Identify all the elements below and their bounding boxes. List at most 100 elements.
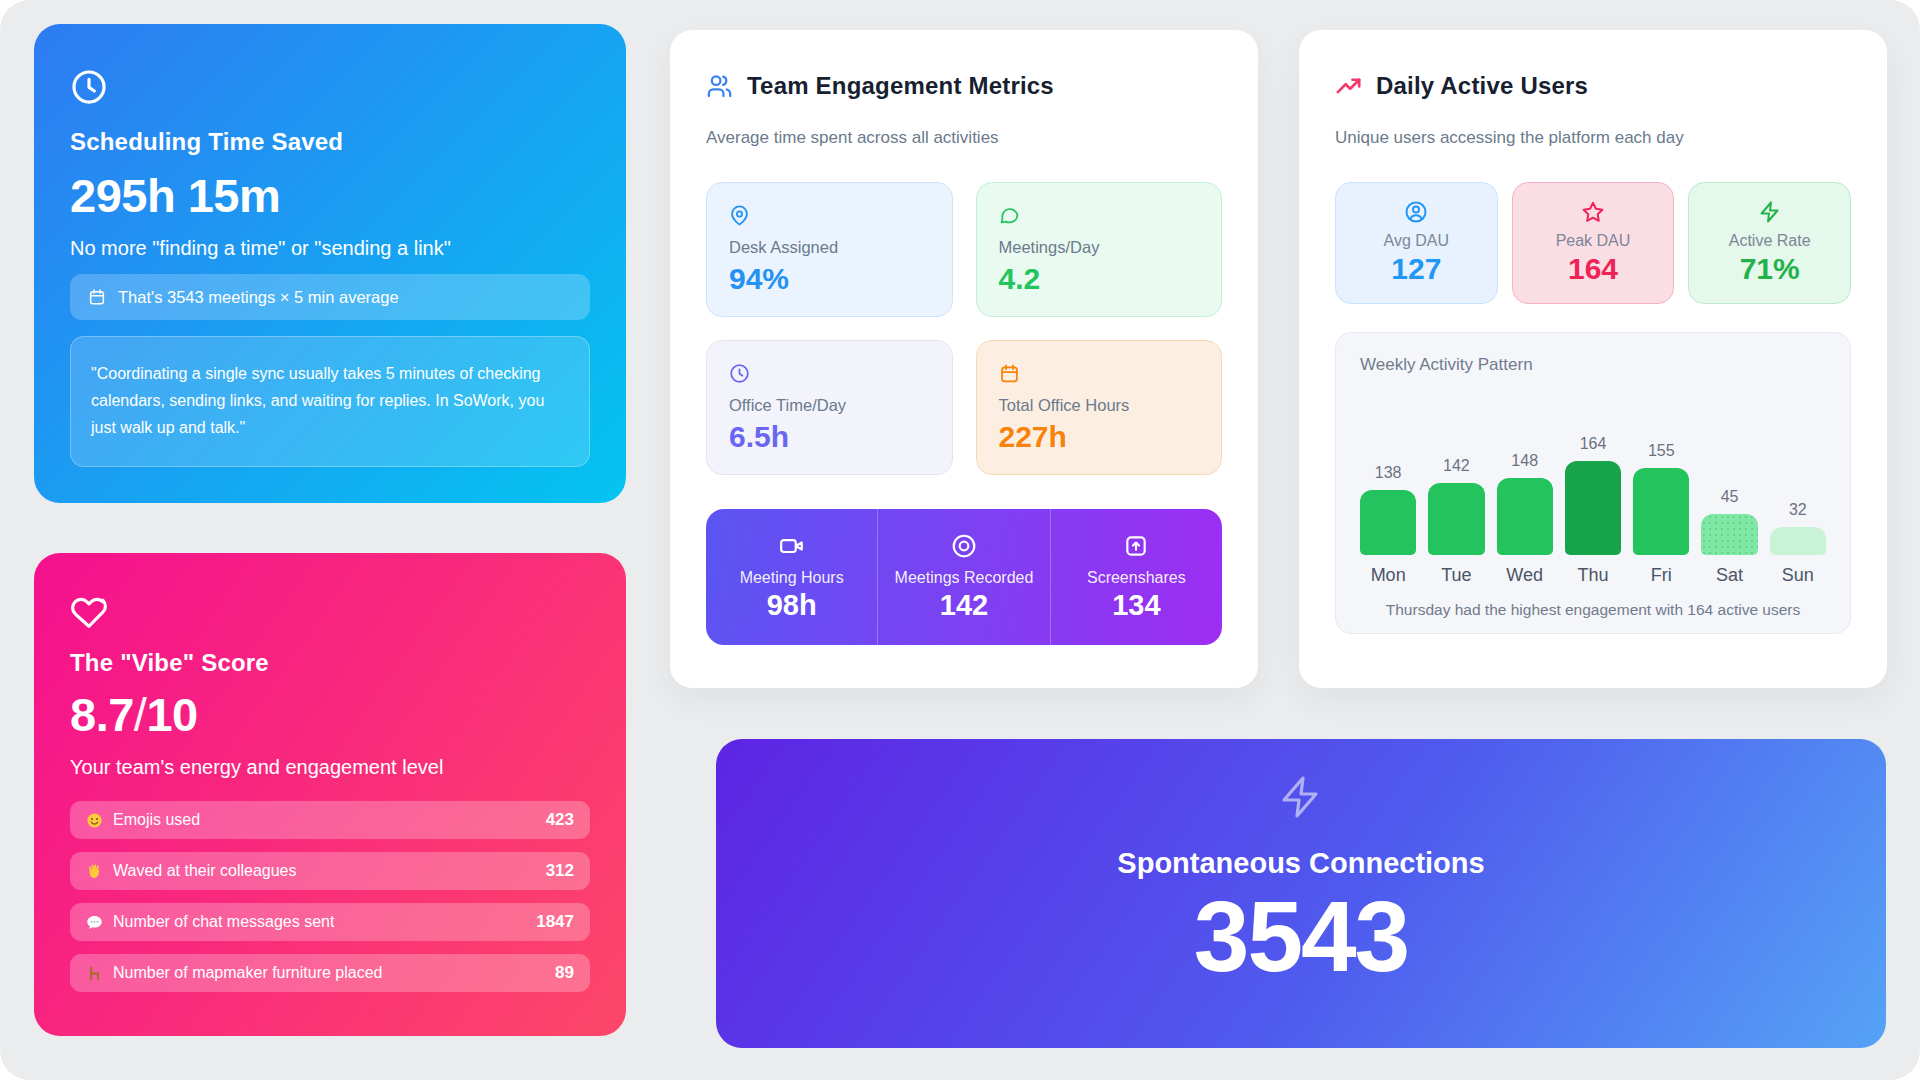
tile-avg-dau: Avg DAU 127	[1335, 182, 1498, 304]
chart-title: Weekly Activity Pattern	[1360, 355, 1826, 375]
chair-emoji-icon	[86, 965, 103, 982]
bar-group-thu: 164	[1565, 375, 1621, 555]
bar-tue	[1428, 483, 1484, 555]
card-title: Daily Active Users	[1376, 72, 1588, 100]
vibe-row-emojis: Emojis used 423	[70, 801, 590, 839]
tile-label: Office Time/Day	[729, 396, 930, 415]
vibe-row-furniture: Number of mapmaker furniture placed 89	[70, 954, 590, 992]
spontaneous-connections-card: Spontaneous Connections 3543	[716, 739, 1886, 1048]
card-header: Team Engagement Metrics	[706, 72, 1222, 100]
stat-value: 142	[940, 589, 988, 622]
users-icon	[706, 73, 733, 100]
card-title: Scheduling Time Saved	[70, 128, 590, 156]
tile-label: Total Office Hours	[999, 396, 1200, 415]
daily-active-users-card: Daily Active Users Unique users accessin…	[1299, 30, 1887, 688]
user-circle-icon	[1404, 200, 1428, 224]
tile-peak-dau: Peak DAU 164	[1512, 182, 1675, 304]
meetings-average-badge: That's 3543 meetings × 5 min average	[70, 274, 590, 320]
vibe-stat-rows: Emojis used 423 Waved at their colleague…	[70, 801, 590, 992]
card-subtitle: Average time spent across all activities	[706, 128, 1222, 148]
dau-tiles: Avg DAU 127 Peak DAU 164 Active Rate 71%	[1335, 182, 1851, 304]
stat-label: Meetings Recorded	[895, 569, 1034, 587]
row-label: Waved at their colleagues	[113, 862, 297, 880]
vibe-row-messages: Number of chat messages sent 1847	[70, 903, 590, 941]
tile-label: Peak DAU	[1556, 232, 1631, 250]
video-camera-icon	[779, 533, 805, 559]
bar-group-wed: 148	[1497, 375, 1553, 555]
tile-value: 71%	[1740, 252, 1800, 286]
screenshare-icon	[1123, 533, 1149, 559]
meeting-hours-stat: Meeting Hours 98h	[706, 509, 877, 645]
row-value: 1847	[536, 912, 574, 932]
weekly-activity-chart: Weekly Activity Pattern 138 142 148 164 …	[1335, 332, 1851, 634]
stat-value: 98h	[767, 589, 817, 622]
stat-label: Meeting Hours	[740, 569, 844, 587]
tile-desk-assigned: Desk Assigned 94%	[706, 182, 953, 317]
tile-meetings-day: Meetings/Day 4.2	[976, 182, 1223, 317]
card-title: Spontaneous Connections	[1117, 847, 1484, 880]
card-subtitle: Unique users accessing the platform each…	[1335, 128, 1851, 148]
team-engagement-metrics-card: Team Engagement Metrics Average time spe…	[670, 30, 1258, 688]
bar-mon	[1360, 490, 1416, 555]
tile-value: 6.5h	[729, 420, 930, 454]
calendar-icon	[88, 288, 106, 306]
clock-icon	[729, 363, 750, 384]
record-icon	[951, 533, 977, 559]
tile-label: Active Rate	[1729, 232, 1811, 250]
tile-label: Avg DAU	[1384, 232, 1450, 250]
vibe-score-value: 8.7/10	[70, 687, 590, 742]
heart-icon	[70, 593, 108, 631]
tile-value: 227h	[999, 420, 1200, 454]
tile-value: 127	[1391, 252, 1441, 286]
row-label: Number of chat messages sent	[113, 913, 334, 931]
dashboard-page: Scheduling Time Saved 295h 15m No more "…	[0, 0, 1920, 1080]
bar-group-tue: 142	[1428, 375, 1484, 555]
time-saved-value: 295h 15m	[70, 168, 590, 223]
tile-label: Meetings/Day	[999, 238, 1200, 257]
row-label: Emojis used	[113, 811, 200, 829]
card-header: Daily Active Users	[1335, 72, 1851, 100]
speech-balloon-emoji-icon	[86, 914, 103, 931]
lightning-icon	[1758, 200, 1782, 224]
vibe-score-card: The "Vibe" Score 8.7/10 Your team's ener…	[34, 553, 626, 1036]
trending-up-icon	[1335, 73, 1362, 100]
bar-thu	[1565, 461, 1621, 555]
chat-bubble-icon	[999, 205, 1020, 226]
bar-wed	[1497, 478, 1553, 555]
stat-value: 134	[1112, 589, 1160, 622]
tile-value: 164	[1568, 252, 1618, 286]
scheduling-time-saved-card: Scheduling Time Saved 295h 15m No more "…	[34, 24, 626, 503]
smiley-emoji-icon	[86, 812, 103, 829]
stat-label: Screenshares	[1087, 569, 1186, 587]
clock-icon	[70, 68, 108, 106]
card-title: Team Engagement Metrics	[747, 72, 1054, 100]
wave-emoji-icon	[86, 863, 103, 880]
bar-group-fri: 155	[1633, 375, 1689, 555]
location-pin-icon	[729, 205, 750, 226]
star-icon	[1581, 200, 1605, 224]
tile-active-rate: Active Rate 71%	[1688, 182, 1851, 304]
connections-value: 3543	[1194, 884, 1408, 989]
meetings-recorded-stat: Meetings Recorded 142	[877, 509, 1049, 645]
tile-office-time: Office Time/Day 6.5h	[706, 340, 953, 475]
screenshares-stat: Screenshares 134	[1050, 509, 1222, 645]
card-title: The "Vibe" Score	[70, 649, 590, 677]
row-value: 312	[546, 861, 574, 881]
quote-box: "Coordinating a single sync usually take…	[70, 336, 590, 467]
bar-group-sat: 45	[1701, 375, 1757, 555]
bar-group-sun: 32	[1770, 375, 1826, 555]
calendar-icon	[999, 363, 1020, 384]
badge-text: That's 3543 meetings × 5 min average	[118, 288, 399, 307]
tile-label: Desk Assigned	[729, 238, 930, 257]
metric-tiles: Desk Assigned 94% Meetings/Day 4.2 Offic…	[706, 182, 1222, 475]
card-subtitle: No more "finding a time" or "sending a l…	[70, 237, 590, 260]
tile-value: 4.2	[999, 262, 1200, 296]
chart-caption: Thursday had the highest engagement with…	[1360, 601, 1826, 619]
tile-total-office-hours: Total Office Hours 227h	[976, 340, 1223, 475]
bar-chart: 138 142 148 164 155 45 32	[1360, 375, 1826, 555]
tile-value: 94%	[729, 262, 930, 296]
lightning-icon	[1277, 773, 1325, 821]
day-labels: Mon Tue Wed Thu Fri Sat Sun	[1360, 565, 1826, 586]
bar-fri	[1633, 468, 1689, 555]
vibe-row-waves: Waved at their colleagues 312	[70, 852, 590, 890]
